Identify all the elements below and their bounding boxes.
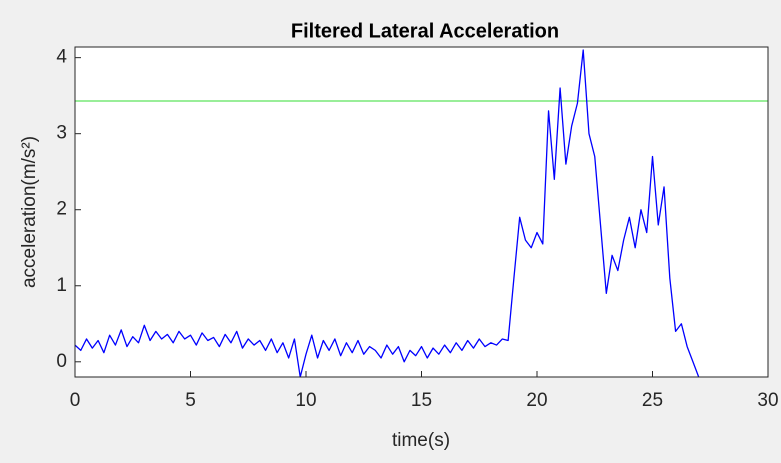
y-tick-label: 2 (56, 199, 67, 220)
y-axis-label: acceleration(m/s²) (19, 136, 40, 288)
x-tick-label: 25 (642, 390, 663, 411)
data-line (75, 49, 700, 377)
y-tick-label: 4 (56, 47, 67, 68)
x-axis-label: time(s) (392, 430, 450, 451)
chart-title: Filtered Lateral Acceleration (291, 20, 559, 42)
plot-layer (75, 49, 768, 377)
x-tick-label: 15 (411, 390, 432, 411)
x-tick-label: 10 (295, 390, 316, 411)
y-tick-label: 1 (56, 275, 67, 296)
y-tick-label: 3 (56, 123, 67, 144)
y-tick-label: 0 (56, 351, 67, 372)
plot-area (75, 47, 768, 377)
x-tick-label: 30 (757, 390, 778, 411)
x-tick-label: 20 (526, 390, 547, 411)
x-tick-label: 0 (70, 390, 81, 411)
x-tick-label: 5 (185, 390, 196, 411)
